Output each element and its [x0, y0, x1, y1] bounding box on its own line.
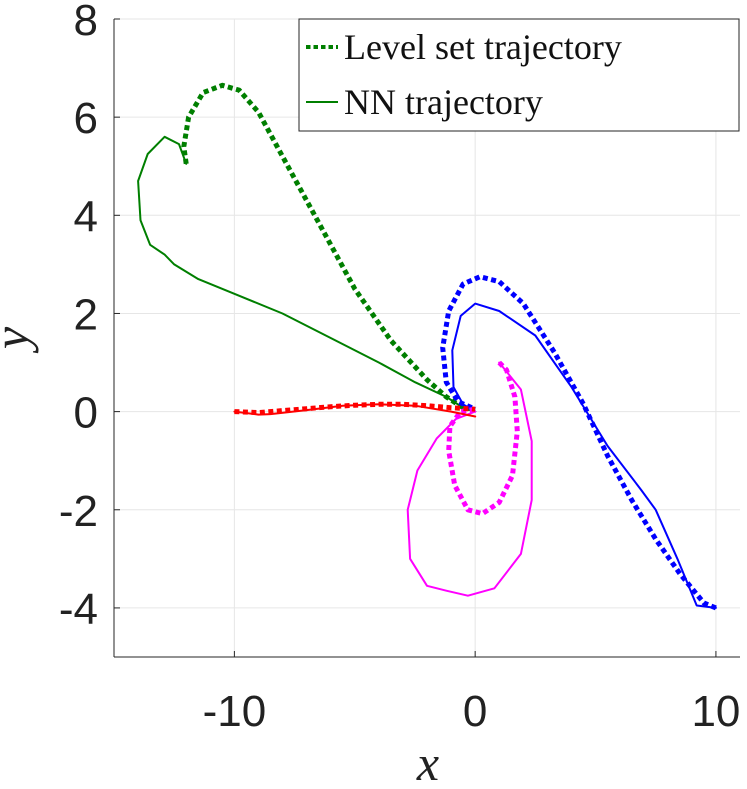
- y-axis-label: y: [0, 326, 39, 354]
- legend: Level set trajectory NN trajectory: [298, 18, 740, 132]
- axes: -10 0 10 -4 -2 0 2 4 6 8: [59, 0, 741, 736]
- series-line-2: [440, 274, 717, 611]
- x-tick-label: 0: [463, 687, 487, 736]
- series-line-4: [446, 360, 520, 517]
- series-line-5: [406, 361, 533, 597]
- series-line-0: [181, 82, 476, 412]
- y-tick-label: 4: [74, 192, 98, 241]
- x-axis-label: x: [416, 735, 439, 789]
- x-tick-label: -10: [203, 687, 267, 736]
- legend-entry-nn: NN trajectory: [344, 82, 543, 122]
- y-tick-label: 6: [74, 94, 98, 143]
- legend-box: [298, 18, 740, 132]
- y-tick-label: 0: [74, 389, 98, 438]
- series-line-3: [451, 302, 717, 609]
- y-tick-label: -2: [59, 487, 98, 536]
- trajectory-series: [137, 82, 717, 611]
- series-line-1: [137, 135, 477, 413]
- series-line-7: [233, 403, 477, 418]
- x-tick-label: 10: [691, 687, 740, 736]
- legend-entry-level-set: Level set trajectory: [344, 27, 622, 67]
- y-tick-label: 2: [74, 290, 98, 339]
- y-tick-label: -4: [59, 585, 98, 634]
- y-tick-label: 8: [74, 0, 98, 45]
